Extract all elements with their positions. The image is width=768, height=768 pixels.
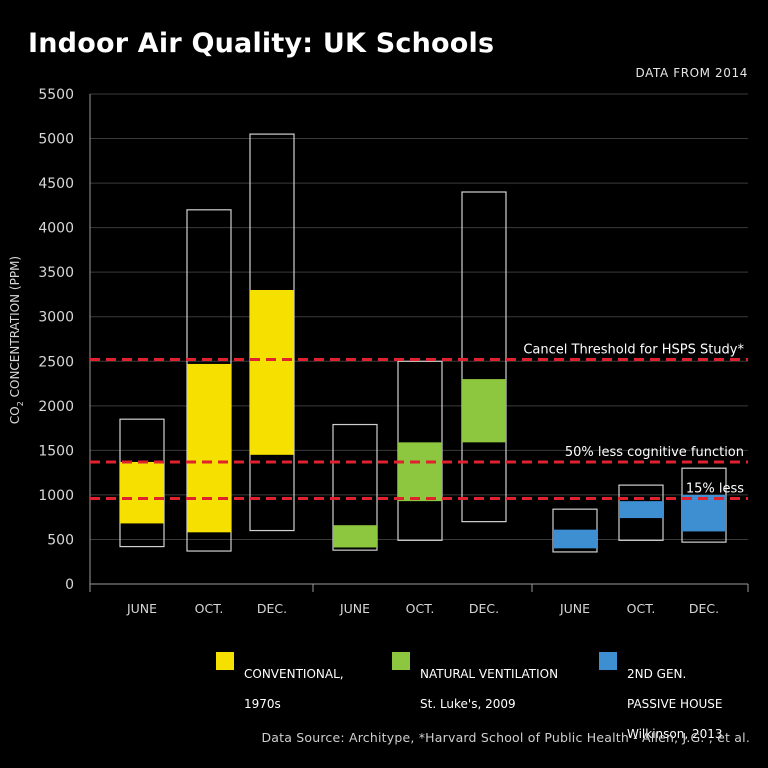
range-box <box>461 191 507 523</box>
x-tick-label: DEC. <box>257 601 287 616</box>
chart-subtitle: DATA FROM 2014 <box>635 66 748 80</box>
y-tick-label: 3000 <box>38 310 74 326</box>
y-tick-label: 5500 <box>38 87 74 103</box>
legend-swatch-passive <box>599 652 617 670</box>
chart-title: Indoor Air Quality: UK Schools <box>28 28 495 59</box>
legend-label-conventional-1: CONVENTIONAL, <box>244 667 344 681</box>
typical-range-bar <box>462 379 506 443</box>
y-tick-label: 3500 <box>38 265 74 281</box>
x-tick-label: DEC. <box>469 601 499 616</box>
typical-range-bar <box>120 461 164 524</box>
data-source-note: Data Source: Architype, *Harvard School … <box>261 730 750 745</box>
typical-range-bar <box>619 501 663 519</box>
typical-range-bar <box>333 525 377 548</box>
y-axis-label: CO2 CONCENTRATION (PPM) <box>8 256 25 424</box>
x-tick-label: OCT. <box>627 601 656 616</box>
legend-label-natural-1: NATURAL VENTILATION <box>420 667 559 681</box>
legend-passive-house: 2ND GEN. PASSIVE HOUSE Wilkinson, 2013 <box>599 652 723 757</box>
x-tick-label: DEC. <box>689 601 719 616</box>
threshold-label: 50% less cognitive function <box>565 445 744 460</box>
legend-conventional: CONVENTIONAL, 1970s <box>216 652 344 727</box>
x-tick-label: JUNE <box>126 601 157 616</box>
range-box <box>332 423 378 551</box>
x-tick-label: JUNE <box>559 601 590 616</box>
legend-label-passive-2: PASSIVE HOUSE <box>627 697 723 711</box>
y-tick-label: 4000 <box>38 221 74 237</box>
typical-range-bar <box>398 442 442 502</box>
x-tick-label: JUNE <box>339 601 370 616</box>
typical-range-bar <box>682 494 726 532</box>
y-tick-label: 5000 <box>38 132 74 148</box>
y-tick-label: 0 <box>65 577 74 593</box>
y-tick-label: 500 <box>47 532 74 548</box>
x-tick-label: OCT. <box>195 601 224 616</box>
legend-label-natural-2: St. Luke's, 2009 <box>420 697 516 711</box>
legend-label-conventional-2: 1970s <box>244 697 281 711</box>
legend-swatch-conventional <box>216 652 234 670</box>
typical-range-bar <box>250 290 294 455</box>
legend-swatch-natural <box>392 652 410 670</box>
y-tick-label: 1500 <box>38 443 74 459</box>
y-tick-label: 2000 <box>38 399 74 415</box>
typical-range-bar <box>553 529 597 549</box>
legend-label-passive-3: Wilkinson, 2013 <box>627 727 723 741</box>
x-tick-label: OCT. <box>406 601 435 616</box>
threshold-label: 15% less <box>686 481 744 496</box>
y-tick-label: 1000 <box>38 488 74 504</box>
legend-label-passive-1: 2ND GEN. <box>627 667 687 681</box>
legend-natural-ventilation: NATURAL VENTILATION St. Luke's, 2009 <box>392 652 558 727</box>
y-tick-label: 4500 <box>38 176 74 192</box>
threshold-label: Cancel Threshold for HSPS Study* <box>523 342 744 357</box>
y-tick-label: 2500 <box>38 354 74 370</box>
typical-range-bar <box>187 363 231 533</box>
